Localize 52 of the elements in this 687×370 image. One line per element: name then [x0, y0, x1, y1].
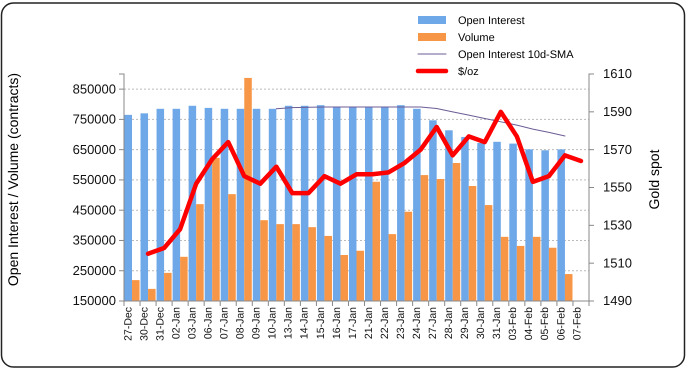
y2-tick-label: 1530 [603, 217, 632, 232]
legend-label: Open Interest 10d-SMA [458, 49, 574, 61]
y-tick-label: 550000 [72, 172, 116, 188]
x-tick-label: 07-Feb [571, 306, 584, 340]
x-tick-label: 08-Jan [234, 306, 247, 340]
y-axis-title: Open Interest / Volume (contracts) [5, 72, 21, 286]
x-tick-label: 21-Jan [362, 306, 375, 340]
y2-tick-label: 1490 [603, 293, 632, 308]
x-tick-label: 24-Jan [410, 306, 423, 340]
x-tick-label: 15-Jan [314, 306, 327, 340]
x-tick-label: 28-Jan [443, 306, 456, 340]
y-tick-label: 150000 [72, 293, 116, 308]
y2-tick-label: 1570 [603, 142, 632, 157]
x-tick-label: 23-Jan [394, 306, 407, 340]
x-tick-label: 29-Jan [459, 306, 472, 340]
x-tick-label: 09-Jan [250, 306, 263, 340]
y2-tick-label: 1590 [603, 104, 632, 119]
x-tick-label: 30-Jan [475, 306, 488, 340]
x-tick-label: 06-Feb [555, 306, 568, 340]
x-tick-label: 31-Dec [154, 307, 166, 341]
y-tick-label: 750000 [72, 112, 116, 127]
y-tick-label: 450000 [72, 202, 116, 218]
line-series [276, 106, 566, 137]
x-tick-label: 27-Jan [426, 306, 439, 340]
y-tick-label: 250000 [72, 262, 116, 278]
legend-label: $/oz [458, 66, 479, 78]
x-tick-label: 27-Dec [122, 307, 134, 341]
line-series [146, 110, 584, 256]
x-tick-label: 10-Jan [266, 306, 279, 340]
y2-tick-label: 1610 [603, 66, 632, 82]
x-tick-label: 22-Jan [378, 306, 391, 340]
legend-label: Volume [458, 32, 495, 44]
x-tick-label: 14-Jan [298, 306, 311, 340]
x-tick-label: 03-Feb [507, 306, 520, 340]
x-tick-label: 13-Jan [282, 306, 295, 340]
x-tick-label: 05-Feb [539, 306, 552, 340]
x-tick-label: 07-Jan [218, 306, 231, 340]
x-tick-label: 02-Jan [170, 306, 182, 340]
legend-label: Open Interest [458, 15, 525, 27]
x-tick-label: 30-Dec [138, 307, 150, 341]
x-tick-label: 04-Feb [523, 306, 536, 340]
x-tick-label: 31-Jan [491, 306, 504, 340]
x-tick-label: 03-Jan [186, 306, 198, 340]
y2-tick-label: 1510 [603, 255, 632, 270]
y-tick-label: 850000 [72, 81, 116, 96]
x-tick-label: 16-Jan [330, 306, 343, 340]
y-tick-label: 350000 [72, 232, 116, 248]
x-tick-label: 06-Jan [202, 306, 215, 340]
y-tick-label: 650000 [72, 142, 116, 157]
y2-tick-label: 1550 [603, 180, 632, 195]
x-tick-label: 17-Jan [346, 306, 359, 340]
y2-axis-title: Gold spot [646, 149, 662, 210]
